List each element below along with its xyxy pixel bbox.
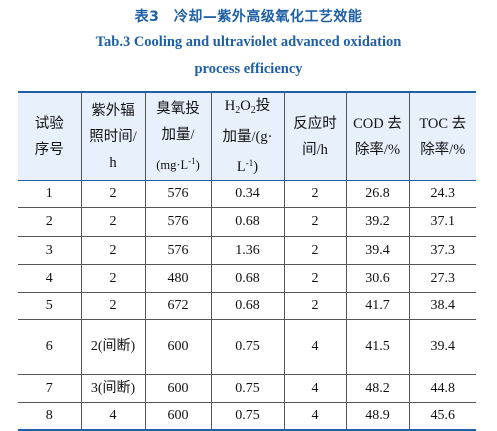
table-cell: 48.2 bbox=[345, 374, 410, 403]
table-cell: 4 bbox=[283, 319, 347, 375]
header-text: 紫外辐 bbox=[91, 102, 135, 119]
table-cell: 4 bbox=[80, 402, 146, 430]
table-cell: 2 bbox=[283, 180, 347, 208]
table-cell: 0.68 bbox=[210, 207, 285, 237]
table-cell: 4 bbox=[18, 264, 82, 293]
header-text: 加量/ bbox=[161, 126, 195, 143]
header-text: 照时间/ bbox=[89, 128, 137, 145]
table-row: 6 2(间断) 600 0.75 4 41.5 39.4 bbox=[18, 319, 476, 375]
header-text: 序号 bbox=[34, 141, 64, 158]
table-row: 1 2 576 0.34 2 26.8 24.3 bbox=[18, 180, 476, 208]
header-reaction-time: 反应时 间/h bbox=[283, 91, 347, 181]
table-row: 5 2 672 0.68 2 41.7 38.4 bbox=[18, 292, 476, 320]
table-cell: 3(间断) bbox=[80, 374, 146, 403]
table-cell: 576 bbox=[144, 180, 212, 208]
table-cell: 576 bbox=[144, 207, 212, 237]
efficiency-table: 试验 序号 紫外辐 照时间/ h 臭氧投 加量/ (mg·L-1) H2O2投 … bbox=[18, 91, 476, 431]
header-uv-time: 紫外辐 照时间/ h bbox=[80, 91, 146, 181]
header-unit: (mg·L-1) bbox=[156, 155, 200, 172]
table-cell: 2 bbox=[80, 236, 146, 265]
table-cell: 600 bbox=[144, 402, 212, 430]
table-caption-english-line2: process efficiency bbox=[194, 61, 303, 77]
table-cell: 41.5 bbox=[345, 319, 410, 375]
header-text: TOC 去 bbox=[419, 115, 467, 132]
table-row: 7 3(间断) 600 0.75 4 48.2 44.8 bbox=[18, 374, 476, 403]
table-row: 2 2 576 0.68 2 39.2 37.1 bbox=[18, 207, 476, 237]
table-cell: 2 bbox=[80, 292, 146, 320]
table-cell: 39.2 bbox=[345, 207, 410, 237]
header-text: 除率/% bbox=[420, 141, 466, 158]
table-cell: 600 bbox=[144, 319, 212, 375]
header-h2o2-dose: H2O2投 加量/(g· L-1) bbox=[210, 91, 285, 181]
table-cell: 0.75 bbox=[210, 374, 285, 403]
table-cell: 8 bbox=[18, 402, 82, 430]
table-cell: 2 bbox=[80, 264, 146, 293]
table-caption-english-line1: Tab.3 Cooling and ultraviolet advanced o… bbox=[95, 34, 402, 50]
table-cell: 1.36 bbox=[210, 236, 285, 265]
table-cell: 576 bbox=[144, 236, 212, 265]
header-test-number: 试验 序号 bbox=[18, 91, 82, 181]
header-text: 除率/% bbox=[354, 141, 401, 158]
table-cell: 2 bbox=[18, 207, 82, 237]
table-cell: 48.9 bbox=[345, 402, 410, 430]
header-unit: L-1) bbox=[236, 158, 259, 175]
table-cell: 37.1 bbox=[408, 207, 476, 237]
table-cell: 0.34 bbox=[210, 180, 285, 208]
table-cell: 2 bbox=[283, 292, 347, 320]
header-text: h bbox=[109, 154, 117, 171]
table-cell: 2 bbox=[283, 207, 347, 237]
table-row: 4 2 480 0.68 2 30.6 27.3 bbox=[18, 264, 476, 293]
table-cell: 480 bbox=[144, 264, 212, 293]
table-cell: 27.3 bbox=[408, 264, 476, 293]
header-ozone-dose: 臭氧投 加量/ (mg·L-1) bbox=[144, 91, 212, 181]
table-cell: 26.8 bbox=[345, 180, 410, 208]
table-cell: 2 bbox=[80, 180, 146, 208]
table-cell: 30.6 bbox=[345, 264, 410, 293]
table-cell: 7 bbox=[18, 374, 82, 403]
table-caption-chinese: 表3 冷却—紫外高级氧化工艺效能 bbox=[134, 9, 363, 25]
table-cell: 600 bbox=[144, 374, 212, 403]
table-cell: 2 bbox=[283, 236, 347, 265]
table-cell: 4 bbox=[283, 374, 347, 403]
header-text: 间/h bbox=[302, 141, 328, 158]
table-cell: 39.4 bbox=[345, 236, 410, 265]
table-cell: 0.68 bbox=[210, 292, 285, 320]
header-toc-removal: TOC 去 除率/% bbox=[408, 91, 476, 181]
table-cell: 6 bbox=[18, 319, 82, 375]
table-cell: 39.4 bbox=[408, 319, 476, 375]
table-cell: 37.3 bbox=[408, 236, 476, 265]
table-row: 8 4 600 0.75 4 48.9 45.6 bbox=[18, 402, 476, 430]
table-row: 3 2 576 1.36 2 39.4 37.3 bbox=[18, 236, 476, 265]
table-cell: 44.8 bbox=[408, 374, 476, 403]
table-cell: 41.7 bbox=[345, 292, 410, 320]
table-cell: 38.4 bbox=[408, 292, 476, 320]
table-cell: 0.68 bbox=[210, 264, 285, 293]
table-cell: 0.75 bbox=[210, 402, 285, 430]
table-cell: 2 bbox=[283, 264, 347, 293]
table-cell: 1 bbox=[18, 180, 82, 208]
table-cell: 5 bbox=[18, 292, 82, 320]
table-cell: 24.3 bbox=[408, 180, 476, 208]
header-text: 试验 bbox=[34, 115, 64, 132]
table-cell: 45.6 bbox=[408, 402, 476, 430]
table-cell: 672 bbox=[144, 292, 212, 320]
header-cod-removal: COD 去 除率/% bbox=[345, 91, 410, 181]
table-cell: 2(间断) bbox=[80, 319, 146, 375]
header-text: 臭氧投 bbox=[156, 100, 200, 117]
header-text: H2O2投 bbox=[224, 98, 271, 116]
header-text: 反应时 bbox=[293, 115, 337, 132]
header-text: 加量/(g· bbox=[222, 129, 273, 145]
table-cell: 2 bbox=[80, 207, 146, 237]
table-cell: 0.75 bbox=[210, 319, 285, 375]
table-cell: 4 bbox=[283, 402, 347, 430]
header-text: COD 去 bbox=[353, 115, 402, 132]
table-cell: 3 bbox=[18, 236, 82, 265]
header-row: 试验 序号 紫外辐 照时间/ h 臭氧投 加量/ (mg·L-1) H2O2投 … bbox=[18, 91, 476, 181]
